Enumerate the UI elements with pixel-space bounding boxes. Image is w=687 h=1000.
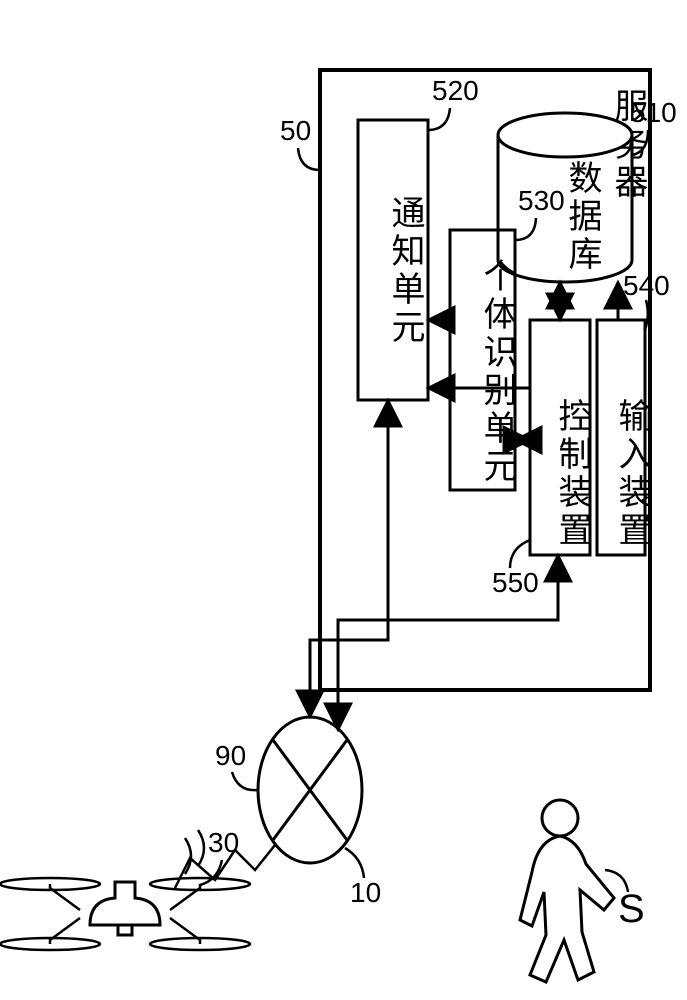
ref-10: 10	[350, 877, 381, 908]
notify-label: 通知单元	[386, 195, 424, 347]
ref-90: 90	[215, 740, 246, 771]
lead-10	[345, 848, 364, 878]
person-icon	[520, 800, 614, 982]
ref-30: 30	[208, 827, 239, 858]
ref-530: 530	[518, 185, 565, 216]
ref-550: 550	[492, 567, 539, 598]
drone-icon	[0, 878, 250, 950]
lead-50	[298, 148, 320, 170]
control-label: 控制装置	[553, 398, 591, 550]
ref-520: 520	[432, 75, 479, 106]
diagram-canvas: 服务器 50 通知单元 520 个体识别单元 530 控制装置 550 输入装置…	[0, 0, 687, 1000]
comm-node	[258, 717, 362, 863]
idunit-label: 个体识别单元	[478, 258, 516, 486]
lead-30	[200, 860, 222, 885]
ref-540: 540	[623, 270, 670, 301]
ref-510: 510	[630, 97, 677, 128]
ref-50: 50	[280, 115, 311, 146]
input-label: 输入装置	[613, 398, 651, 550]
ref-S: S	[618, 887, 645, 931]
db-label: 数据库	[563, 160, 602, 274]
lead-90	[232, 772, 258, 790]
